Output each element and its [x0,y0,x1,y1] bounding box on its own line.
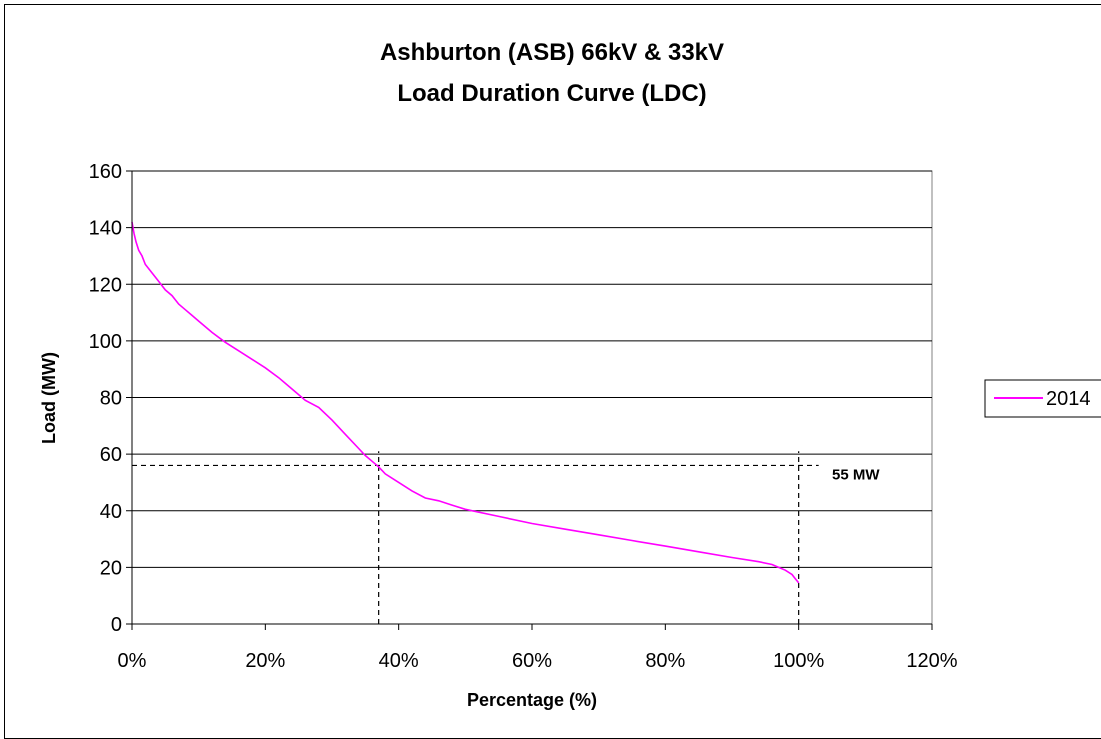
y-tick-label-80: 80 [100,388,122,410]
chart-title-line-1: Ashburton (ASB) 66kV & 33kV [380,39,724,66]
annotation-55mw: 55 MW [832,466,880,483]
x-tick-label-80: 80% [645,650,685,672]
y-tick-label-20: 20 [100,557,122,579]
y-axis: 0 20 40 60 80 100 120 140 160 [89,161,133,636]
x-tick-label-40: 40% [379,650,419,672]
y-tick-label-120: 120 [89,274,122,296]
gridlines [132,170,932,568]
y-axis-title: Load (MW) [39,352,59,444]
reference-lines [132,451,819,624]
x-tick-label-0: 0% [118,650,147,672]
x-tick-label-100: 100% [773,650,824,672]
x-tick-label-60: 60% [512,650,552,672]
series-layer [131,221,800,584]
chart-title-line-2: Load Duration Curve (LDC) [397,80,706,107]
series-line-2014 [131,221,800,584]
y-tick-label-140: 140 [89,218,122,240]
y-tick-label-160: 160 [89,161,122,183]
legend-label-2014: 2014 [1046,388,1091,410]
y-tick-label-60: 60 [100,444,122,466]
y-tick-label-0: 0 [111,614,122,636]
x-axis: 0% 20% 40% 60% 80% 100% 120% [118,623,958,672]
legend: 2014 [984,379,1101,418]
x-axis-title: Percentage (%) [467,690,597,710]
x-tick-label-120: 120% [906,650,957,672]
y-tick-label-100: 100 [89,331,122,353]
y-tick-label-40: 40 [100,501,122,523]
x-tick-label-20: 20% [245,650,285,672]
